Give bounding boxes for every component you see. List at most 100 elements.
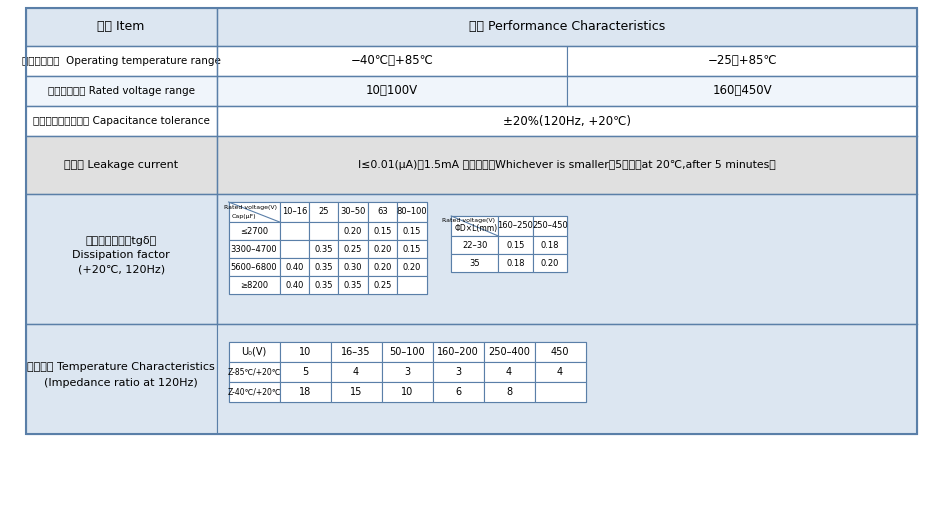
Text: 0.35: 0.35 [314,280,333,290]
Bar [216,136,918,194]
Text: Cap(μF): Cap(μF) [231,214,256,219]
Bar [339,222,368,240]
Text: 6: 6 [455,387,462,397]
Bar [279,202,309,222]
Text: 0.15: 0.15 [402,244,421,254]
Bar [451,216,567,272]
Bar [26,8,216,46]
Bar [451,216,499,236]
Bar [484,362,535,382]
Text: 5600–6800: 5600–6800 [230,263,278,271]
Text: 0.35: 0.35 [344,280,363,290]
Text: 漏电流 Leakage current: 漏电流 Leakage current [64,160,179,170]
Bar [499,254,533,272]
Bar [216,8,918,46]
Text: ≤2700: ≤2700 [240,227,268,235]
Bar [533,254,567,272]
Bar [309,258,339,276]
Bar [382,362,433,382]
Text: 损耗角正切值（tgδ）: 损耗角正切值（tgδ） [85,236,156,246]
Text: Rated voltage(V): Rated voltage(V) [442,218,496,223]
Bar [309,240,339,258]
Bar [279,258,309,276]
Text: 63: 63 [377,208,388,217]
Bar [228,202,279,222]
Text: 0.20: 0.20 [374,263,392,271]
Text: Z-85℃/+20℃: Z-85℃/+20℃ [228,367,281,376]
Bar [26,136,216,194]
Text: 0.15: 0.15 [506,241,524,250]
Text: 3: 3 [404,367,410,377]
Bar [279,382,330,402]
Text: 16–35: 16–35 [341,347,371,357]
Bar [228,276,279,294]
Text: 0.40: 0.40 [285,263,303,271]
Text: −25～+85℃: −25～+85℃ [708,54,777,67]
Text: 0.25: 0.25 [374,280,392,290]
Bar [397,276,426,294]
Text: 0.18: 0.18 [540,241,559,250]
Bar [535,342,586,362]
Text: Dissipation factor: Dissipation factor [72,250,170,260]
Bar [330,382,382,402]
Bar [451,236,499,254]
Text: 特性 Performance Characteristics: 特性 Performance Characteristics [469,20,665,33]
Bar [339,258,368,276]
Bar [567,76,918,106]
Bar [397,222,426,240]
Text: 0.18: 0.18 [506,258,524,267]
Bar [533,236,567,254]
Bar [397,202,426,222]
Text: 10–16: 10–16 [281,208,307,217]
Bar [279,276,309,294]
Bar [339,202,368,222]
Text: 22–30: 22–30 [462,241,487,250]
Text: Z-40℃/+20℃: Z-40℃/+20℃ [228,387,281,397]
Text: 3: 3 [455,367,462,377]
Text: 3300–4700: 3300–4700 [230,244,278,254]
Bar [228,382,279,402]
Bar [397,258,426,276]
Text: 18: 18 [299,387,311,397]
Text: 50–100: 50–100 [389,347,425,357]
Bar [279,240,309,258]
Bar [499,236,533,254]
Bar [26,324,216,434]
Bar [484,382,535,402]
Bar [309,276,339,294]
Text: 0.35: 0.35 [314,244,333,254]
Text: 0.20: 0.20 [540,258,559,267]
Text: 10: 10 [299,347,311,357]
Text: 0.30: 0.30 [344,263,363,271]
Bar [216,46,567,76]
Text: 0.20: 0.20 [402,263,421,271]
Bar [216,106,918,136]
Text: 80–100: 80–100 [397,208,427,217]
Bar [382,342,433,362]
Bar [330,342,382,362]
Text: Rated voltage(V): Rated voltage(V) [224,205,277,210]
Bar [433,382,484,402]
Bar [26,194,216,324]
Bar [451,254,499,272]
Bar [279,362,330,382]
Text: 15: 15 [350,387,363,397]
Bar [228,342,586,402]
Text: 8: 8 [506,387,512,397]
Text: 10: 10 [401,387,413,397]
Bar [368,240,397,258]
Text: 使用温度范围  Operating temperature range: 使用温度范围 Operating temperature range [21,56,220,66]
Text: (+20℃, 120Hz): (+20℃, 120Hz) [78,264,165,274]
Bar [26,8,918,434]
Text: 0.15: 0.15 [402,227,421,235]
Text: −40℃～+85℃: −40℃～+85℃ [351,54,433,67]
Bar [26,8,918,434]
Bar [279,222,309,240]
Text: 项目 Item: 项目 Item [97,20,145,33]
Bar [382,382,433,402]
Text: 0.15: 0.15 [374,227,392,235]
Text: 4: 4 [557,367,563,377]
Text: 0.35: 0.35 [314,263,333,271]
Bar [339,240,368,258]
Bar [368,222,397,240]
